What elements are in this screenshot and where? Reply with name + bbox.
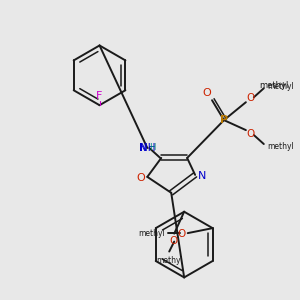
Text: O: O <box>178 229 186 239</box>
Text: methyl: methyl <box>267 142 293 151</box>
Text: P: P <box>220 115 228 125</box>
Text: methyl: methyl <box>267 82 293 91</box>
Text: O: O <box>203 88 212 98</box>
Text: N: N <box>140 143 147 153</box>
Text: O: O <box>247 93 255 103</box>
Text: NH: NH <box>140 143 155 153</box>
Text: methyl: methyl <box>138 229 165 238</box>
Text: O: O <box>247 129 255 139</box>
Text: N: N <box>198 171 206 181</box>
Text: methyl: methyl <box>259 81 288 90</box>
Text: O: O <box>136 173 145 183</box>
Text: F: F <box>96 91 103 101</box>
Text: methyl: methyl <box>156 256 183 265</box>
Text: H: H <box>149 142 155 152</box>
Text: O: O <box>169 236 177 246</box>
